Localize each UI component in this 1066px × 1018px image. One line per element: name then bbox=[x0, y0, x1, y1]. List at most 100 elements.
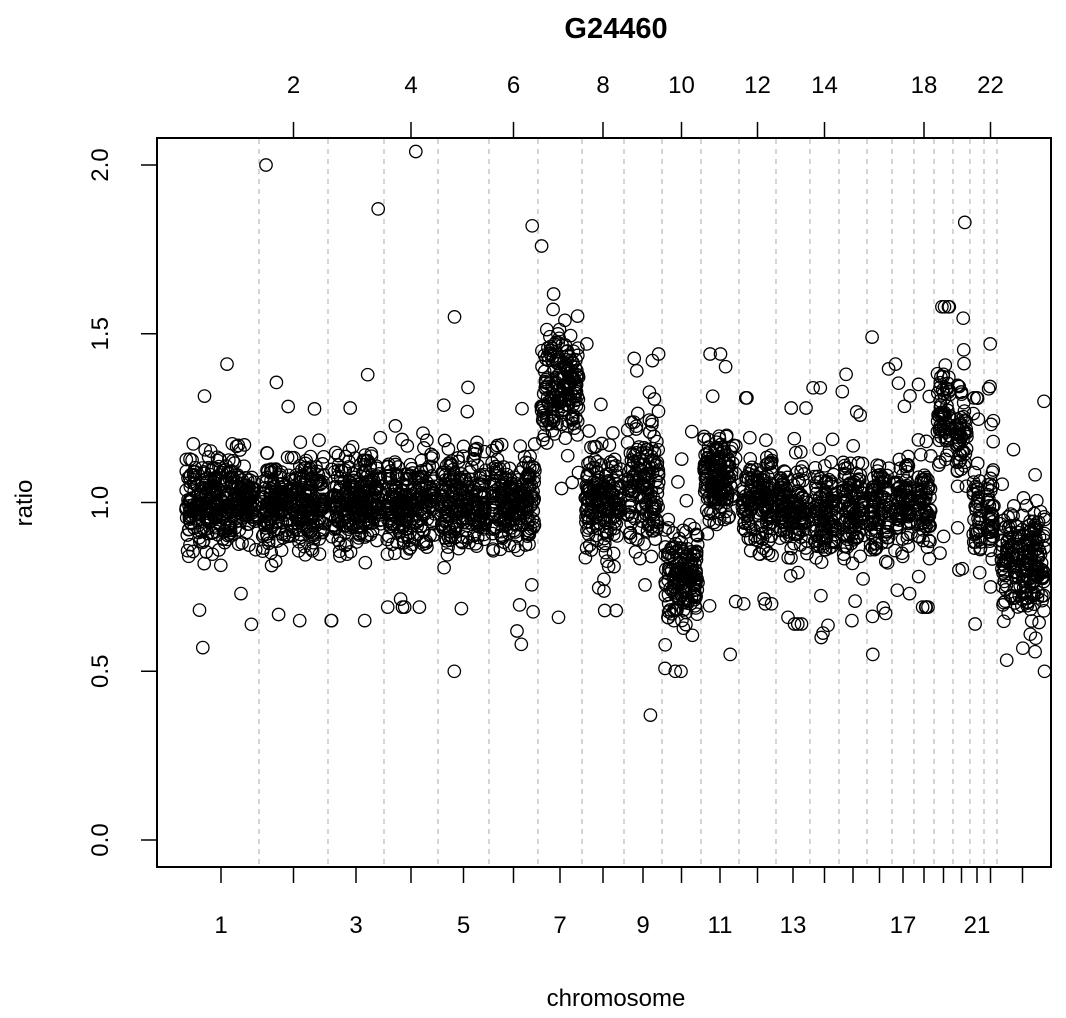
data-point bbox=[921, 480, 936, 495]
data-point bbox=[561, 348, 575, 363]
data-point bbox=[539, 379, 554, 394]
data-point bbox=[1028, 644, 1042, 659]
data-point bbox=[510, 496, 525, 511]
chromosome-5-points bbox=[434, 310, 493, 679]
data-point bbox=[542, 346, 557, 361]
data-point bbox=[866, 470, 881, 485]
data-point bbox=[828, 523, 842, 538]
top-tick-label: 8 bbox=[596, 72, 609, 99]
data-point bbox=[264, 558, 279, 573]
data-point bbox=[985, 465, 1000, 480]
data-point bbox=[642, 516, 656, 531]
data-point bbox=[205, 507, 220, 521]
data-point bbox=[312, 433, 326, 448]
data-point bbox=[501, 526, 516, 541]
data-point bbox=[298, 456, 313, 471]
data-point bbox=[305, 543, 320, 558]
chart-title: G24460 bbox=[564, 13, 667, 45]
y-axis: 0.0 0.5 1.0 1.5 2.0 bbox=[87, 148, 158, 857]
data-point bbox=[972, 565, 987, 580]
data-point bbox=[591, 581, 606, 595]
data-point bbox=[581, 456, 595, 471]
data-point bbox=[609, 496, 624, 511]
data-point bbox=[208, 471, 223, 486]
data-point bbox=[933, 546, 947, 560]
data-point bbox=[911, 433, 926, 447]
chromosome-1-points bbox=[179, 357, 263, 655]
data-point bbox=[393, 592, 408, 606]
data-point bbox=[507, 539, 522, 554]
data-point bbox=[999, 653, 1014, 668]
data-point bbox=[558, 313, 572, 328]
data-point bbox=[891, 376, 906, 391]
chromosome-11-points bbox=[697, 347, 743, 662]
data-point bbox=[685, 628, 700, 643]
data-point bbox=[789, 495, 803, 510]
data-point bbox=[1031, 515, 1046, 529]
data-point bbox=[658, 637, 673, 652]
data-point bbox=[544, 347, 558, 362]
y-tick-label: 2.0 bbox=[87, 148, 114, 181]
data-point bbox=[597, 531, 612, 546]
data-point bbox=[876, 472, 890, 486]
data-point bbox=[984, 417, 998, 432]
data-point bbox=[411, 492, 426, 507]
data-point bbox=[1009, 551, 1023, 565]
data-point bbox=[970, 456, 985, 471]
data-point bbox=[670, 603, 684, 617]
data-point bbox=[837, 490, 852, 505]
data-point bbox=[571, 465, 586, 480]
data-point bbox=[1015, 571, 1030, 586]
data-point bbox=[461, 380, 475, 395]
data-point bbox=[911, 377, 926, 392]
data-point bbox=[790, 617, 805, 631]
data-point bbox=[916, 496, 930, 511]
data-point bbox=[651, 404, 666, 419]
data-point bbox=[492, 513, 507, 528]
data-point bbox=[782, 528, 797, 543]
data-point bbox=[791, 522, 806, 536]
data-point bbox=[983, 337, 998, 351]
data-point bbox=[836, 495, 851, 510]
data-point bbox=[704, 476, 719, 490]
data-point bbox=[776, 489, 791, 503]
data-point bbox=[1023, 627, 1038, 642]
data-point bbox=[808, 479, 823, 494]
data-point bbox=[836, 547, 851, 562]
data-point bbox=[400, 512, 415, 527]
data-point bbox=[463, 507, 477, 521]
data-point bbox=[512, 598, 527, 612]
data-point bbox=[325, 462, 339, 477]
data-point bbox=[661, 610, 676, 625]
data-point bbox=[265, 515, 279, 530]
data-point bbox=[1029, 522, 1044, 537]
data-point bbox=[791, 565, 805, 580]
bottom-tick-label: 1 bbox=[214, 912, 227, 939]
data-point bbox=[341, 522, 356, 537]
data-point bbox=[700, 491, 715, 506]
data-point bbox=[957, 404, 972, 418]
data-point bbox=[256, 499, 270, 514]
data-point bbox=[554, 481, 569, 496]
data-point bbox=[597, 603, 612, 618]
data-point bbox=[350, 477, 365, 492]
data-point bbox=[742, 430, 757, 445]
data-point bbox=[516, 461, 530, 475]
data-point bbox=[383, 472, 398, 486]
data-point bbox=[384, 506, 399, 520]
data-point bbox=[795, 460, 810, 474]
data-point bbox=[878, 606, 893, 621]
data-point bbox=[356, 490, 371, 504]
data-point bbox=[890, 583, 905, 598]
y-tick-label: 1.0 bbox=[87, 486, 114, 519]
data-point bbox=[866, 480, 881, 494]
data-point bbox=[380, 532, 395, 547]
data-point bbox=[871, 471, 886, 486]
data-point bbox=[388, 455, 402, 469]
data-point bbox=[759, 450, 774, 465]
data-point bbox=[521, 526, 535, 541]
data-point bbox=[538, 380, 553, 395]
data-point bbox=[952, 379, 967, 394]
data-point bbox=[276, 530, 291, 545]
data-point bbox=[569, 352, 583, 367]
